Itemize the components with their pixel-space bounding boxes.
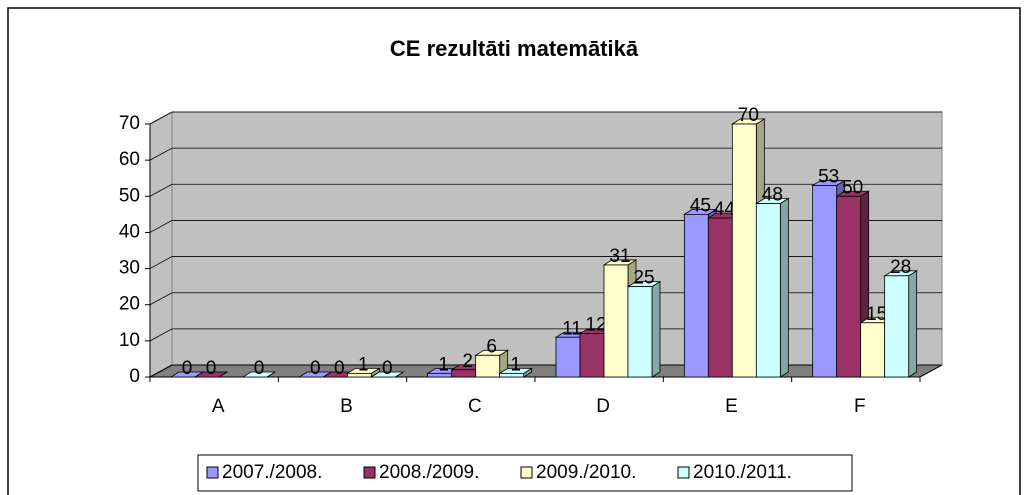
data-label: 1 — [510, 354, 521, 375]
data-label: 25 — [633, 268, 654, 289]
legend-swatch — [677, 466, 690, 479]
bar-front — [603, 264, 629, 378]
data-label: 6 — [486, 336, 497, 357]
bar-front — [731, 123, 757, 378]
bar-front — [836, 195, 862, 378]
data-label: 48 — [762, 185, 783, 206]
data-label: 0 — [254, 358, 265, 379]
bar-front — [579, 333, 605, 378]
grid-line — [149, 147, 942, 161]
bar-top — [193, 371, 229, 378]
bar — [754, 197, 790, 378]
y-tick-label: 20 — [119, 294, 140, 315]
bar-front — [884, 275, 910, 378]
side-wall — [149, 111, 173, 378]
x-tick-label: A — [212, 396, 225, 417]
bar — [369, 371, 405, 378]
bar — [626, 280, 662, 378]
chart-title: CE rezultāti matemātikā — [390, 36, 639, 61]
bar-side-shade — [780, 198, 789, 377]
data-label: 0 — [310, 358, 321, 379]
y-tick-label: 10 — [119, 330, 140, 351]
y-tick-label: 40 — [119, 221, 140, 242]
bar-front — [683, 213, 709, 378]
bar-side-shade — [652, 281, 660, 377]
bar-top — [369, 371, 405, 378]
bar — [835, 190, 871, 378]
y-tick-label: 50 — [119, 185, 140, 206]
bar-side-shade — [908, 270, 917, 377]
data-label: 0 — [334, 358, 345, 379]
bar — [883, 270, 919, 378]
grid-line — [149, 183, 942, 197]
data-label: 0 — [182, 358, 193, 379]
x-tick-label: E — [725, 396, 738, 417]
x-tick-label: B — [340, 396, 353, 417]
data-label: 2 — [462, 351, 473, 372]
data-label: 50 — [842, 177, 863, 198]
bar-front — [475, 354, 501, 378]
data-label: 70 — [738, 105, 759, 126]
bar-front — [812, 185, 838, 378]
legend-swatch — [520, 466, 533, 479]
data-label: 31 — [609, 246, 630, 267]
grid-line — [149, 111, 942, 125]
data-label: 1 — [438, 354, 449, 375]
x-tick-label: F — [854, 396, 866, 417]
bar — [498, 367, 534, 378]
data-label: 12 — [585, 315, 606, 336]
y-tick-label: 70 — [119, 113, 140, 134]
data-label: 53 — [818, 166, 839, 187]
y-tick-label: 60 — [119, 149, 140, 170]
x-tick-label: D — [596, 396, 610, 417]
bar-side-shade — [523, 368, 532, 377]
bar — [474, 349, 510, 378]
legend-label: 2010./2011. — [693, 462, 792, 483]
legend-label: 2007./2008. — [222, 462, 322, 483]
x-tick-label: C — [468, 396, 482, 417]
bar-front — [755, 203, 781, 378]
data-label: 0 — [382, 358, 393, 379]
bar — [241, 371, 277, 378]
bar — [345, 367, 381, 378]
data-label: 11 — [562, 318, 582, 339]
data-label: 45 — [690, 195, 711, 216]
bar-front — [627, 286, 653, 378]
bar-side-shade — [371, 368, 380, 377]
legend-label: 2009./2010. — [536, 462, 636, 483]
y-tick-label: 30 — [119, 258, 140, 279]
data-label: 1 — [358, 354, 369, 375]
bar-front — [860, 322, 886, 378]
bar-front — [707, 217, 733, 378]
bar-front — [555, 336, 581, 378]
bar — [193, 371, 229, 378]
data-label: 44 — [714, 199, 736, 220]
data-label: 15 — [866, 304, 887, 325]
bar-front — [499, 372, 525, 378]
bar-top — [241, 371, 277, 378]
data-label: 28 — [890, 257, 911, 278]
bar-front — [346, 372, 372, 378]
y-tick-label: 0 — [129, 366, 140, 387]
legend-label: 2008./2009. — [379, 462, 479, 483]
data-label: 0 — [206, 358, 217, 379]
legend-swatch — [363, 466, 376, 479]
legend-swatch — [206, 466, 219, 479]
